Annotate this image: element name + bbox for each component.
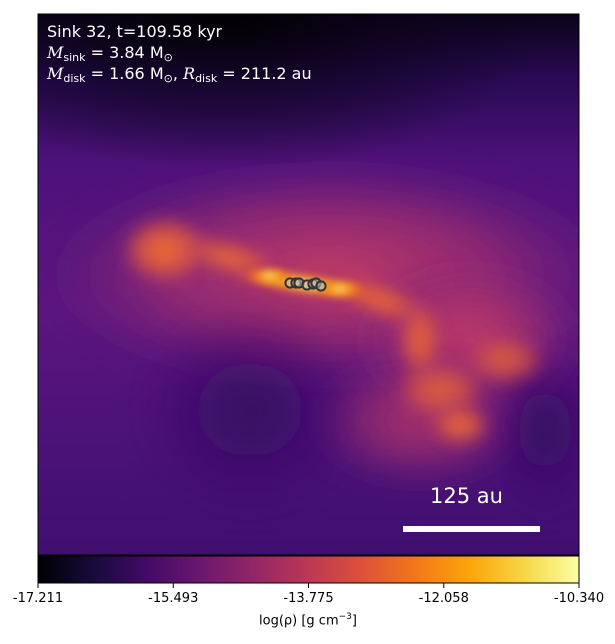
msink-unit-subscript: ⊙ <box>163 51 173 64</box>
disk-properties-label: Mdisk = 1.66 M⊙, Rdisk = 211.2 au <box>47 63 312 89</box>
rdisk-subscript: disk <box>195 72 218 85</box>
rdisk-separator: , <box>172 64 184 83</box>
colorbar-tick-label: -17.211 <box>12 591 64 606</box>
scale-bar-label: 125 au <box>430 484 503 508</box>
colorbar <box>37 555 580 588</box>
colorbar-tick-label: -10.340 <box>553 591 605 606</box>
mdisk-unit-subscript: ⊙ <box>163 72 173 85</box>
rdisk-value: = 211.2 au <box>217 64 312 83</box>
msink-subscript: sink <box>63 51 86 64</box>
colorbar-gradient <box>38 556 579 583</box>
colorbar-tick-label: -12.058 <box>418 591 469 606</box>
mdisk-symbol: M <box>47 64 64 83</box>
colorbar-tick-label: -15.493 <box>148 591 199 606</box>
density-map <box>38 14 579 555</box>
colorbar-label-close: ] <box>351 613 357 629</box>
sink-title: Sink 32, t=109.58 kyr <box>47 22 223 41</box>
rdisk-symbol: R <box>183 64 196 83</box>
msink-symbol: M <box>47 43 64 62</box>
mdisk-subscript: disk <box>63 72 86 85</box>
colorbar-label-text: log(ρ) [g cm <box>259 613 339 629</box>
sink-mass-label: Msink = 3.84 M⊙ <box>47 42 173 68</box>
sink-particle-markers <box>284 277 327 292</box>
mdisk-value: = 1.66 M <box>85 64 164 83</box>
plot-frame <box>37 13 580 556</box>
colorbar-axis-label: log(ρ) [g cm−3] <box>259 612 357 628</box>
msink-value: = 3.84 M <box>85 43 164 62</box>
colorbar-label-exponent: −3 <box>338 612 352 622</box>
colorbar-tick-label: -13.775 <box>283 591 334 606</box>
sink-marker <box>315 280 327 292</box>
colorbar-ticks <box>37 583 580 588</box>
